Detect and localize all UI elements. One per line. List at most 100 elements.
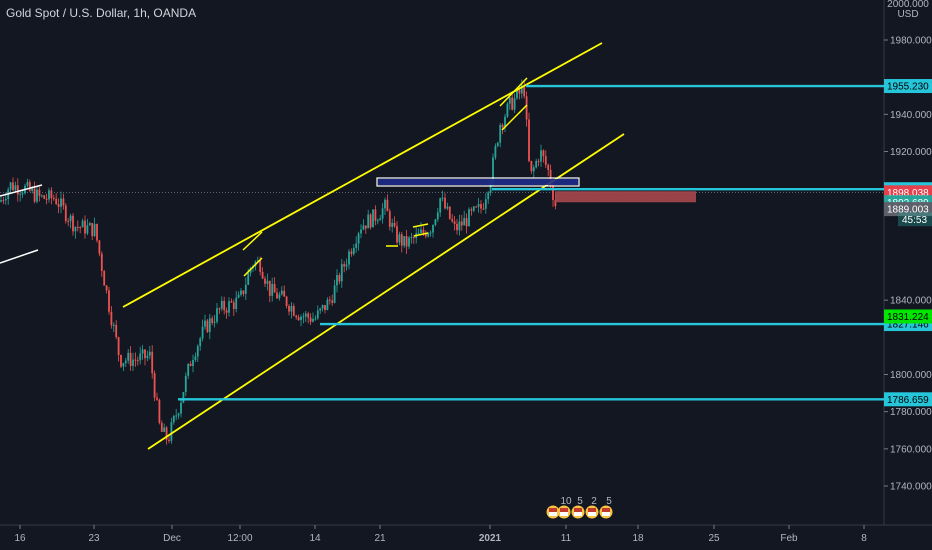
candle-body — [429, 232, 432, 234]
candle-body — [72, 215, 74, 232]
candle-body — [518, 89, 521, 94]
candle-body — [336, 275, 338, 286]
candle-body — [484, 199, 487, 209]
event-flag-stripe — [560, 508, 568, 512]
candle-body — [552, 185, 554, 201]
y-tick-label: 1920.000 — [890, 147, 932, 158]
candle-body — [434, 219, 437, 226]
candle-body — [386, 199, 389, 212]
candle-body — [501, 124, 504, 128]
candle-body — [285, 296, 288, 307]
candle-body — [405, 236, 408, 247]
x-tick-label: 21 — [374, 533, 386, 544]
candle-body — [62, 198, 65, 206]
candle-body — [180, 402, 182, 414]
candle-body — [175, 415, 178, 417]
candle-body — [201, 326, 204, 339]
candle-body — [69, 215, 72, 222]
candle-body — [134, 359, 137, 361]
candle-body — [196, 346, 199, 357]
event-count: 5 — [577, 496, 583, 507]
candle-body — [453, 221, 456, 224]
candle-body — [412, 237, 415, 239]
event-flag-icon[interactable] — [585, 505, 599, 519]
candle-body — [148, 351, 151, 356]
candle-body — [444, 197, 446, 209]
candle-body — [160, 422, 163, 432]
candle-body — [218, 308, 221, 310]
candle-body — [151, 351, 154, 374]
event-flag-stripe — [588, 508, 596, 512]
candle-body — [424, 233, 427, 237]
candle-body — [117, 337, 120, 356]
candle-body — [4, 199, 7, 201]
economic-events[interactable]: 10 5 2 5 — [546, 496, 613, 519]
candle-body — [492, 157, 494, 182]
stop-loss-zone — [555, 191, 696, 203]
candle-body — [439, 198, 442, 213]
event-flag-icon[interactable] — [599, 505, 613, 519]
price-level-tag-text: 1955.230 — [887, 82, 929, 93]
candle-body — [108, 290, 110, 312]
x-tick-label: 23 — [88, 533, 100, 544]
candle-body — [244, 284, 247, 294]
time-axis[interactable]: 16 23 Dec 12:00 14 21 2021 11 18 25 Feb 8 — [14, 525, 867, 544]
candle-body — [283, 290, 286, 297]
candle-body — [525, 96, 528, 120]
candle-body — [530, 160, 533, 172]
event-flag-icon[interactable] — [557, 505, 571, 519]
candle-body — [372, 209, 374, 228]
candle-body — [513, 98, 516, 110]
y-tick-label: 1800.000 — [890, 370, 932, 381]
price-tag-text: 1889.003 — [887, 205, 929, 216]
candle-body — [136, 360, 139, 362]
candle-body — [540, 150, 542, 162]
candle-body — [350, 251, 353, 254]
event-flag-stripe — [602, 512, 610, 516]
candle-body — [458, 221, 461, 231]
candle-body — [352, 248, 355, 254]
candle-body — [532, 167, 535, 172]
event-flag-icon[interactable] — [571, 505, 585, 519]
candle-body — [124, 360, 127, 363]
x-tick-label: 8 — [861, 533, 867, 544]
candle-body — [139, 353, 142, 361]
candle-body — [400, 234, 403, 246]
candle-body — [98, 240, 101, 254]
event-flag-stripe — [602, 508, 610, 512]
candle-body — [319, 308, 322, 311]
candle-body — [307, 313, 310, 318]
price-tag-bg — [884, 309, 932, 324]
candle-body — [292, 305, 295, 316]
candle-body — [194, 356, 197, 361]
candle-body — [110, 311, 113, 326]
event-flag-stripe — [574, 512, 582, 516]
candle-body — [544, 156, 547, 165]
candle-body — [487, 192, 490, 200]
x-tick-label: Dec — [163, 533, 181, 544]
candle-body — [326, 299, 329, 310]
candle-body — [187, 363, 190, 376]
candle-body — [64, 205, 67, 221]
candle-body — [381, 208, 384, 219]
candle-body — [314, 318, 317, 320]
y-tick-label: 1760.000 — [890, 444, 932, 455]
candle-body — [542, 150, 545, 157]
candle-body — [105, 285, 108, 291]
candle-body — [508, 97, 511, 104]
candle-body — [348, 251, 350, 265]
chart-drawings — [0, 42, 696, 450]
candle-body — [122, 362, 125, 367]
x-tick-label: 14 — [309, 533, 321, 544]
event-count: 5 — [606, 496, 612, 507]
candle-body — [103, 270, 106, 286]
candle-body — [225, 310, 228, 313]
candle-body — [43, 195, 46, 199]
candle-body — [506, 103, 509, 117]
candle-body — [120, 355, 122, 367]
candle-body — [163, 427, 166, 432]
event-flag-icon[interactable] — [546, 505, 560, 519]
candle-body — [52, 198, 55, 200]
